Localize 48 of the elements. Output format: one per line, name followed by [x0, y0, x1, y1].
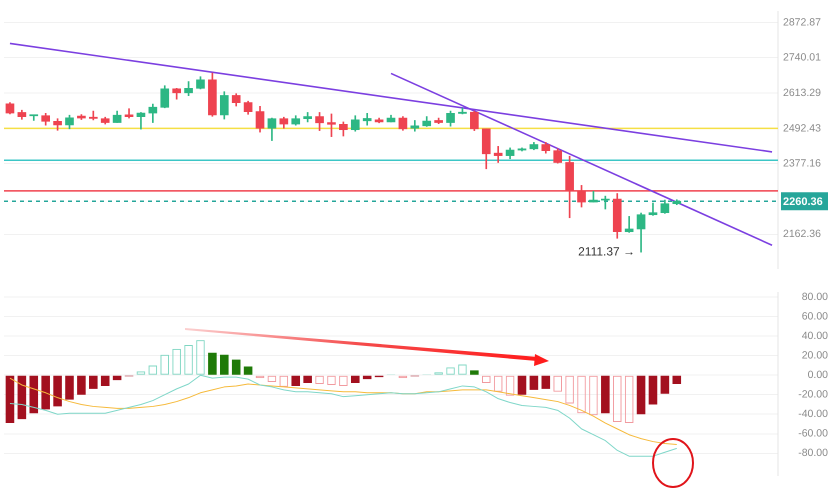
bar [89, 376, 98, 389]
y-tick-label: 2740.01 [783, 52, 822, 64]
candlestick [648, 202, 658, 216]
annotation: 2111.37 → [578, 244, 636, 258]
candlestick [124, 108, 134, 118]
bar [660, 376, 670, 394]
bar [41, 376, 50, 410]
y-tick-label: 80.00 [802, 291, 828, 304]
bar [648, 376, 658, 404]
bar [232, 360, 240, 375]
y-tick-label: 2377.16 [783, 158, 822, 170]
bar [208, 352, 217, 375]
ref-line-label: 2260.36 [783, 196, 823, 208]
y-tick-label: 40.00 [802, 330, 828, 342]
bar [362, 376, 372, 380]
bar [100, 376, 110, 386]
y-tick-label: -40.00 [798, 408, 828, 420]
y-tick-label: 2613.29 [783, 86, 822, 99]
y-tick-label: 2162.36 [783, 228, 822, 240]
bar [672, 376, 682, 384]
bar [530, 376, 538, 390]
bar [18, 376, 26, 420]
bar [29, 376, 38, 414]
bar [303, 376, 312, 384]
y-tick-label: 20.00 [802, 350, 828, 362]
bar [350, 376, 360, 384]
bar [77, 376, 86, 395]
y-tick-label: 2492.43 [783, 122, 822, 134]
candlestick [327, 114, 336, 137]
y-tick-label: 60.00 [802, 310, 828, 323]
y-tick-label: -60.00 [798, 428, 828, 440]
y-tick-label: -20.00 [798, 388, 828, 401]
bar [112, 376, 122, 380]
bar [636, 376, 646, 414]
y-tick-label: -80.00 [798, 447, 828, 460]
candlestick [136, 112, 146, 130]
bar [470, 370, 479, 375]
bar [53, 376, 62, 406]
bar [518, 376, 526, 395]
bar [601, 376, 610, 414]
bar [291, 376, 300, 386]
bar [65, 376, 74, 400]
bar [220, 354, 229, 375]
bar [244, 366, 252, 375]
bar [6, 376, 14, 424]
y-tick-label: 0.00 [808, 369, 828, 382]
bar [542, 376, 550, 389]
y-tick-label: 2872.87 [783, 16, 822, 28]
